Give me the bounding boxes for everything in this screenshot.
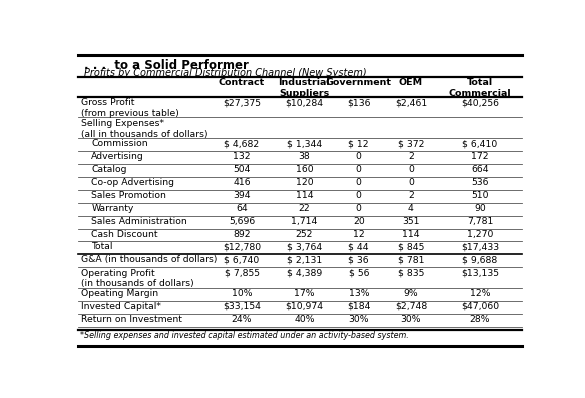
- Text: 504: 504: [233, 165, 251, 174]
- Text: 2: 2: [408, 152, 414, 161]
- Text: 351: 351: [402, 217, 419, 226]
- Text: $12,780: $12,780: [223, 242, 261, 252]
- Text: Sales Promotion: Sales Promotion: [91, 191, 166, 200]
- Text: 5,696: 5,696: [229, 217, 255, 226]
- Text: Warranty: Warranty: [91, 204, 133, 213]
- Text: $ 1,344: $ 1,344: [287, 139, 322, 148]
- Text: $47,060: $47,060: [461, 302, 499, 311]
- Text: $ 2,131: $ 2,131: [287, 256, 322, 264]
- Text: 416: 416: [233, 178, 251, 187]
- Text: 4: 4: [408, 204, 414, 213]
- Text: 0: 0: [356, 178, 362, 187]
- Text: 28%: 28%: [470, 315, 490, 324]
- Text: $27,375: $27,375: [223, 98, 261, 107]
- Text: $ 7,855: $ 7,855: [225, 269, 260, 278]
- Text: 172: 172: [471, 152, 489, 161]
- Text: 12%: 12%: [470, 289, 490, 298]
- Text: 40%: 40%: [294, 315, 315, 324]
- Text: 2: 2: [408, 191, 414, 200]
- Text: 38: 38: [298, 152, 310, 161]
- Text: 892: 892: [233, 230, 251, 238]
- Text: 9%: 9%: [404, 289, 418, 298]
- Text: 252: 252: [295, 230, 313, 238]
- Text: 7,781: 7,781: [467, 217, 493, 226]
- Text: $ 835: $ 835: [398, 269, 424, 278]
- Text: *Selling expenses and invested capital estimated under an activity-based system.: *Selling expenses and invested capital e…: [80, 331, 409, 339]
- Text: Invested Capital*: Invested Capital*: [81, 302, 161, 311]
- Text: 13%: 13%: [349, 289, 369, 298]
- Text: 30%: 30%: [349, 315, 369, 324]
- Text: 17%: 17%: [294, 289, 315, 298]
- Text: 160: 160: [295, 165, 313, 174]
- Text: Cash Discount: Cash Discount: [91, 230, 158, 238]
- Text: Catalog: Catalog: [91, 165, 127, 174]
- Text: $ 12: $ 12: [349, 139, 369, 148]
- Text: 132: 132: [233, 152, 251, 161]
- Text: 30%: 30%: [401, 315, 421, 324]
- Text: $10,284: $10,284: [285, 98, 324, 107]
- Text: 1,714: 1,714: [291, 217, 318, 226]
- Text: 0: 0: [356, 191, 362, 200]
- Text: $136: $136: [347, 98, 370, 107]
- Text: $ 9,688: $ 9,688: [462, 256, 498, 264]
- Text: 394: 394: [233, 191, 251, 200]
- Text: 22: 22: [298, 204, 310, 213]
- Text: Return on Investment: Return on Investment: [81, 315, 182, 324]
- Text: 114: 114: [402, 230, 419, 238]
- Text: Selling Expenses*
(all in thousands of dollars): Selling Expenses* (all in thousands of d…: [81, 119, 208, 139]
- Text: Operating Profit
(in thousands of dollars): Operating Profit (in thousands of dollar…: [81, 269, 194, 288]
- Text: $13,135: $13,135: [461, 269, 499, 278]
- Text: Profits by Commercial Distribution Channel (New System): Profits by Commercial Distribution Chann…: [84, 68, 367, 78]
- Text: 0: 0: [408, 165, 414, 174]
- Text: Contract: Contract: [219, 78, 265, 88]
- Text: 10%: 10%: [232, 289, 252, 298]
- Text: $2,461: $2,461: [395, 98, 427, 107]
- Text: $ 56: $ 56: [349, 269, 369, 278]
- Text: $ 845: $ 845: [398, 242, 424, 252]
- Text: . . .  to a Solid Performer: . . . to a Solid Performer: [84, 59, 249, 72]
- Text: 90: 90: [474, 204, 486, 213]
- Text: $ 6,410: $ 6,410: [462, 139, 498, 148]
- Text: $ 781: $ 781: [398, 256, 424, 264]
- Text: 20: 20: [353, 217, 364, 226]
- Text: 510: 510: [472, 191, 489, 200]
- Text: Co-op Advertising: Co-op Advertising: [91, 178, 174, 187]
- Text: $ 372: $ 372: [398, 139, 424, 148]
- Text: Total
Commercial: Total Commercial: [449, 78, 511, 98]
- Text: Commission: Commission: [91, 139, 148, 148]
- Text: 12: 12: [353, 230, 364, 238]
- Text: Industrial
Suppliers: Industrial Suppliers: [278, 78, 330, 98]
- Text: $40,256: $40,256: [461, 98, 499, 107]
- Text: $ 4,682: $ 4,682: [225, 139, 260, 148]
- Text: Gross Profit
(from previous table): Gross Profit (from previous table): [81, 98, 179, 118]
- Text: Total: Total: [91, 242, 113, 252]
- Text: $17,433: $17,433: [461, 242, 499, 252]
- Text: Government: Government: [326, 78, 392, 88]
- Text: 664: 664: [471, 165, 489, 174]
- Text: $10,974: $10,974: [285, 302, 324, 311]
- Text: G&A (in thousands of dollars): G&A (in thousands of dollars): [81, 256, 218, 264]
- Text: 0: 0: [356, 165, 362, 174]
- Text: Advertising: Advertising: [91, 152, 144, 161]
- Text: Sales Administration: Sales Administration: [91, 217, 187, 226]
- Text: 0: 0: [408, 178, 414, 187]
- Text: 114: 114: [295, 191, 313, 200]
- Text: 64: 64: [236, 204, 248, 213]
- Text: $2,748: $2,748: [395, 302, 427, 311]
- Text: $33,154: $33,154: [223, 302, 261, 311]
- Text: 24%: 24%: [232, 315, 252, 324]
- Text: $ 3,764: $ 3,764: [287, 242, 322, 252]
- Text: $ 44: $ 44: [349, 242, 369, 252]
- Text: 1,270: 1,270: [467, 230, 493, 238]
- Text: $ 36: $ 36: [349, 256, 369, 264]
- Text: $ 4,389: $ 4,389: [287, 269, 322, 278]
- Text: $ 6,740: $ 6,740: [225, 256, 260, 264]
- Text: 0: 0: [356, 204, 362, 213]
- Text: 536: 536: [472, 178, 489, 187]
- Text: 120: 120: [295, 178, 313, 187]
- Text: $184: $184: [347, 302, 370, 311]
- Text: Opeating Margin: Opeating Margin: [81, 289, 159, 298]
- Text: 0: 0: [356, 152, 362, 161]
- Text: OEM: OEM: [399, 78, 423, 88]
